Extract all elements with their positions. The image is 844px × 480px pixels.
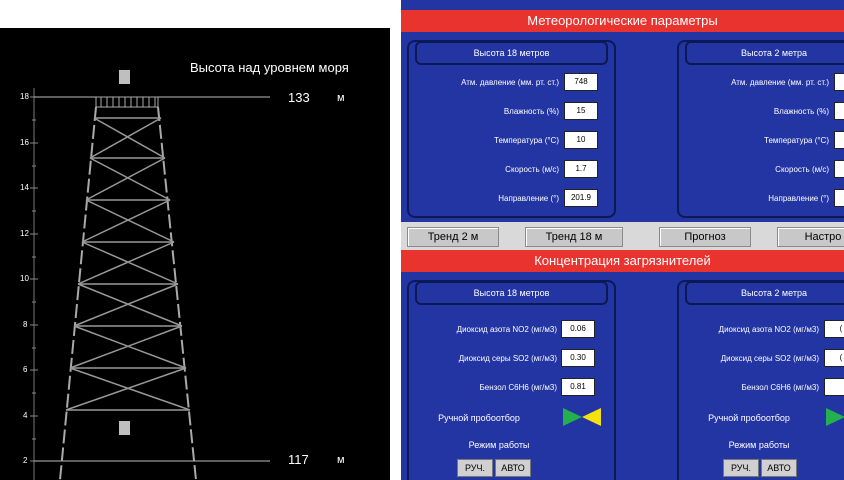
mode-label: Режим работы (468, 440, 530, 450)
temperature-label-2m: Температура (°С) (764, 136, 829, 145)
mode-manual-button-2m[interactable]: РУЧ. (723, 459, 759, 477)
trend-toolbar: Тренд 2 м Тренд 18 м Прогноз Настро (401, 222, 844, 250)
mode-label-2m: Режим работы (728, 440, 790, 450)
humidity-label-2m: Влажность (%) (773, 107, 829, 116)
axis-tick-4: 4 (23, 411, 28, 420)
pollutant-panel-18m-title: Высота 18 метров (415, 281, 608, 305)
benzene-label-2m: Бензол С6Н6 (мг/м3) (741, 383, 819, 392)
trend-18m-button[interactable]: Тренд 18 м (525, 227, 623, 247)
pollutant-panel-2m: Высота 2 метра Диоксид азота NO2 (мг/м3)… (677, 280, 844, 480)
no2-value-2m: ( (824, 320, 844, 338)
humidity-label: Влажность (%) (503, 107, 559, 116)
temperature-value: 10 (564, 131, 598, 149)
sensor-top-icon (119, 70, 130, 84)
pressure-value-2m (834, 73, 844, 91)
top-height-value: 133 (288, 90, 310, 105)
no2-value: 0.06 (561, 320, 595, 338)
axis-tick-10: 10 (20, 274, 29, 283)
axis-tick-16: 16 (20, 138, 29, 147)
wind-speed-value-2m (834, 160, 844, 178)
pollutants-header: Концентрация загрязнителей (401, 250, 844, 272)
wind-direction-label-2m: Направление (°) (768, 194, 829, 203)
humidity-value-2m (834, 102, 844, 120)
no2-label: Диоксид азота NO2 (мг/м3) (456, 325, 557, 334)
wind-direction-value-2m: 2 (834, 189, 844, 207)
pollutant-panel-18m: Высота 18 метров Диоксид азота NO2 (мг/м… (407, 280, 616, 480)
pollutant-panel-2m-title: Высота 2 метра (685, 281, 844, 305)
wind-speed-value: 1.7 (564, 160, 598, 178)
so2-value-2m: ( (824, 349, 844, 367)
sensor-bottom-icon (119, 421, 130, 435)
pressure-label-2m: Атм. давление (мм. рт. ст.) (731, 78, 829, 87)
so2-value: 0.30 (561, 349, 595, 367)
axis-tick-2: 2 (23, 456, 28, 465)
manual-sampling-label-2m: Ручной пробоотбор (708, 413, 790, 423)
sampling-valve-2m-icon[interactable] (824, 406, 844, 428)
control-panel: Метеорологические параметры Высота 18 ме… (401, 0, 844, 480)
temperature-value-2m (834, 131, 844, 149)
forecast-button[interactable]: Прогноз (659, 227, 751, 247)
axis-tick-12: 12 (20, 229, 29, 238)
mode-auto-button-2m[interactable]: АВТО (761, 459, 797, 477)
mode-manual-button[interactable]: РУЧ. (457, 459, 493, 477)
humidity-value: 15 (564, 102, 598, 120)
met-panel-2m: Высота 2 метра Атм. давление (мм. рт. ст… (677, 40, 844, 218)
pressure-value: 748 (564, 73, 598, 91)
no2-label-2m: Диоксид азота NO2 (мг/м3) (718, 325, 819, 334)
benzene-value: 0.81 (561, 378, 595, 396)
top-height-unit: м (337, 92, 345, 104)
axis-tick-14: 14 (20, 183, 29, 192)
sea-level-title: Высота над уровнем моря (190, 60, 349, 75)
settings-button[interactable]: Настро (777, 227, 844, 247)
axis-tick-8: 8 (23, 320, 28, 329)
sampling-valve-icon[interactable] (561, 406, 603, 428)
tower-diagram (30, 70, 270, 480)
trend-2m-button[interactable]: Тренд 2 м (407, 227, 499, 247)
tower-view: 18 16 14 12 10 8 6 4 2 Высота над уровне… (0, 28, 390, 480)
axis-tick-18: 18 (20, 92, 29, 101)
pressure-label: Атм. давление (мм. рт. ст.) (461, 78, 559, 87)
met-panel-2m-title: Высота 2 метра (685, 41, 844, 65)
met-params-header: Метеорологические параметры (401, 10, 844, 32)
met-panel-18m: Высота 18 метров Атм. давление (мм. рт. … (407, 40, 616, 218)
wind-speed-label-2m: Скорость (м/с) (775, 165, 829, 174)
benzene-value-2m (824, 378, 844, 396)
met-panel-18m-title: Высота 18 метров (415, 41, 608, 65)
mode-auto-button[interactable]: АВТО (495, 459, 531, 477)
temperature-label: Температура (°С) (494, 136, 559, 145)
manual-sampling-label: Ручной пробоотбор (438, 413, 520, 423)
wind-direction-value: 201.9 (564, 189, 598, 207)
bottom-height-unit: м (337, 454, 345, 466)
so2-label: Диоксид серы SO2 (мг/м3) (458, 354, 557, 363)
so2-label-2m: Диоксид серы SO2 (мг/м3) (720, 354, 819, 363)
bottom-height-value: 117 (288, 452, 309, 467)
wind-speed-label: Скорость (м/с) (505, 165, 559, 174)
benzene-label: Бензол С6Н6 (мг/м3) (479, 383, 557, 392)
wind-direction-label: Направление (°) (498, 194, 559, 203)
axis-tick-6: 6 (23, 365, 28, 374)
